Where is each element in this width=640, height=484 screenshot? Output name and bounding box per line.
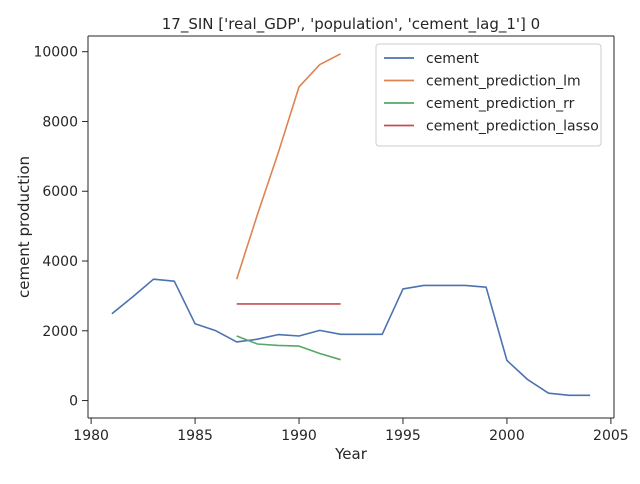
y-tick-label: 10000 [33,45,78,61]
series-line-cement_prediction_lm [235,53,341,280]
x-tick-label: 2000 [489,428,525,444]
y-tick-label: 4000 [42,254,78,270]
x-axis-label: Year [334,445,368,463]
series-line-cement_prediction_rr [236,335,341,361]
y-tick-label: 0 [69,394,78,410]
legend-label: cement_prediction_lm [426,74,581,90]
y-tick-label: 6000 [42,184,78,200]
x-tick-label: 1980 [73,428,109,444]
x-tick-label: 1990 [281,428,317,444]
legend-label: cement_prediction_rr [426,96,575,112]
x-tick-label: 2005 [593,428,629,444]
series-line-cement [111,278,591,397]
legend-label: cement_prediction_lasso [426,119,599,135]
legend: cement cement_prediction_lm cement_predict… [375,43,602,147]
y-tick-label: 2000 [42,324,78,340]
chart-title: 17_SIN ['real_GDP', 'population', 'cemen… [162,15,540,34]
plot-area: 1980 1985 1990 1995 2000 2005 0 2000 4000 6000 800… [33,35,629,444]
x-tick-label: 1995 [385,428,421,444]
x-tick-label: 1985 [177,428,213,444]
y-axis-label: cement production [15,156,33,298]
legend-box [375,43,602,147]
legend-label: cement [426,51,479,67]
y-tick-label: 8000 [42,114,78,130]
